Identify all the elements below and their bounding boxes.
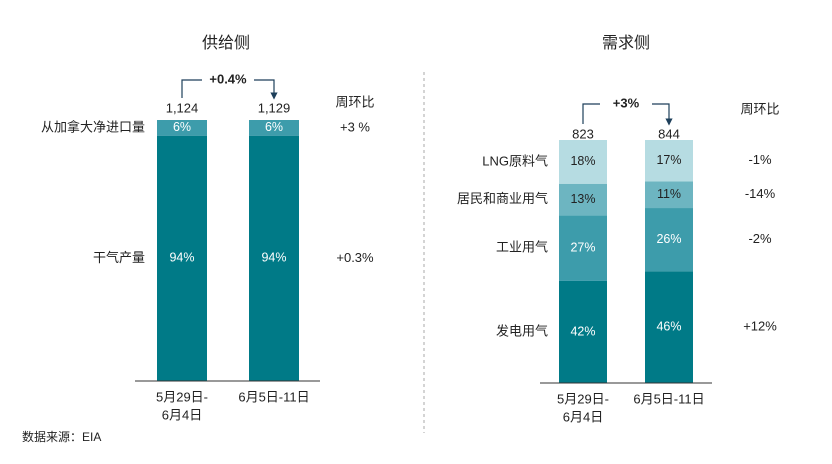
wow-header: 周环比 bbox=[335, 94, 374, 109]
change-bg bbox=[600, 95, 652, 113]
total-label: 844 bbox=[658, 126, 680, 141]
wow-value: -2% bbox=[748, 231, 772, 246]
bar-segment bbox=[645, 271, 693, 383]
segment-label: 42% bbox=[570, 324, 595, 338]
source: 数据来源：EIA bbox=[22, 429, 101, 444]
segment-label: 94% bbox=[169, 251, 194, 265]
total-change: +3% bbox=[613, 95, 640, 110]
wow-value: -1% bbox=[748, 152, 772, 167]
total-label: 823 bbox=[572, 126, 594, 141]
wow-value: +0.3% bbox=[336, 250, 374, 265]
panel-title: 供给侧 bbox=[202, 34, 250, 52]
segment-label: 6% bbox=[265, 120, 283, 134]
total-label: 1,129 bbox=[258, 100, 291, 115]
bar-segment bbox=[249, 120, 299, 136]
series-label: 居民和商业用气 bbox=[457, 191, 548, 206]
wow-value: +3 % bbox=[340, 119, 370, 134]
segment-label: 27% bbox=[570, 240, 595, 254]
segment-label: 6% bbox=[173, 120, 191, 134]
series-label: 发电用气 bbox=[496, 323, 548, 338]
x-tick-label: 6月5日-11日 bbox=[238, 389, 309, 404]
series-label: 干气产量 bbox=[93, 250, 145, 265]
wow-value: -14% bbox=[745, 186, 776, 201]
bar-segment bbox=[559, 183, 607, 216]
x-tick-label: 5月29日- bbox=[156, 389, 208, 404]
x-tick-label: 6月5日-11日 bbox=[633, 391, 704, 406]
bar-segment bbox=[645, 140, 693, 182]
bar-segment bbox=[157, 120, 207, 136]
total-change: +0.4% bbox=[209, 71, 247, 86]
series-label: 工业用气 bbox=[496, 240, 548, 255]
series-label: 从加拿大净进口量 bbox=[41, 119, 145, 134]
segment-label: 26% bbox=[656, 232, 681, 246]
segment-label: 18% bbox=[570, 154, 595, 168]
x-tick-label: 6月4日 bbox=[563, 409, 603, 424]
panel-title: 需求侧 bbox=[602, 34, 650, 52]
bar-segment bbox=[249, 135, 299, 381]
segment-label: 11% bbox=[657, 187, 681, 201]
bar-segment bbox=[559, 215, 607, 281]
segment-label: 94% bbox=[261, 251, 286, 265]
bar-segment bbox=[559, 140, 607, 184]
bar-segment bbox=[157, 135, 207, 381]
x-tick-label: 6月4日 bbox=[162, 407, 202, 422]
segment-label: 46% bbox=[656, 319, 681, 333]
bar-segment bbox=[559, 280, 607, 383]
total-label: 1,124 bbox=[166, 100, 199, 115]
segment-label: 17% bbox=[656, 153, 681, 167]
bar-segment bbox=[645, 208, 693, 272]
wow-header: 周环比 bbox=[740, 101, 779, 116]
change-bg bbox=[202, 71, 254, 89]
wow-value: +12% bbox=[743, 319, 777, 334]
segment-label: 13% bbox=[570, 192, 595, 206]
bar-segment bbox=[645, 181, 693, 209]
series-label: LNG原料气 bbox=[482, 153, 548, 168]
x-tick-label: 5月29日- bbox=[557, 391, 609, 406]
